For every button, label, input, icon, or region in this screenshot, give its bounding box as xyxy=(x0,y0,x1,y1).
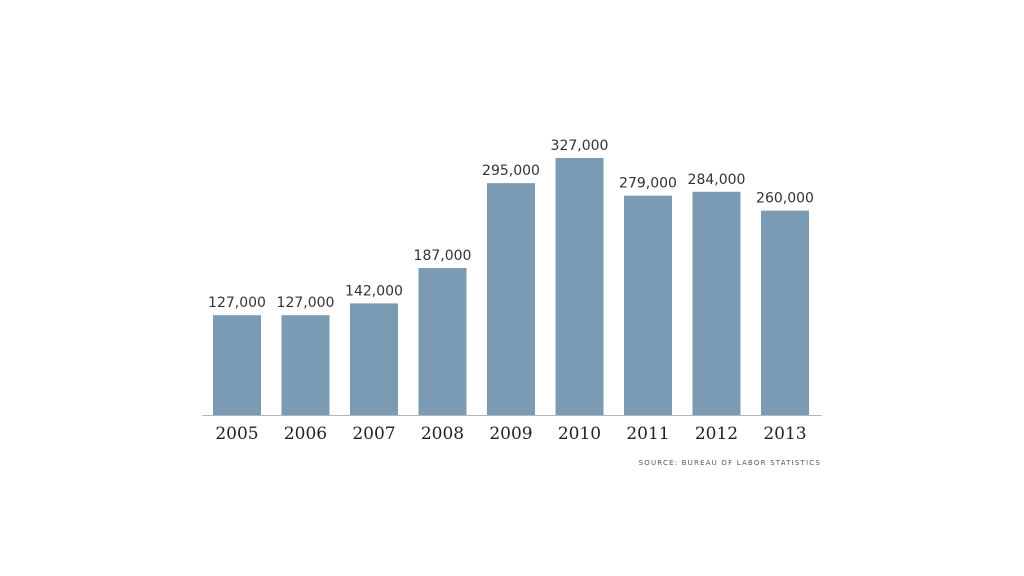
year-label-2013: 2013 xyxy=(763,424,806,444)
value-label-2011: 279,000 xyxy=(619,176,677,192)
value-label-2008: 187,000 xyxy=(414,248,472,264)
bar-2009 xyxy=(487,183,535,415)
value-label-2009: 295,000 xyxy=(482,163,540,179)
year-label-2011: 2011 xyxy=(626,424,669,444)
bar-2006 xyxy=(281,315,330,415)
year-label-2007: 2007 xyxy=(352,424,395,444)
year-label-2008: 2008 xyxy=(421,424,464,444)
bar-2013 xyxy=(761,210,809,415)
bar-2012 xyxy=(692,191,741,415)
bar-2008 xyxy=(418,268,467,415)
value-label-2010: 327,000 xyxy=(551,138,609,154)
value-label-2007: 142,000 xyxy=(345,283,403,299)
year-labels-group: 2005 2006 2007 2008 2009 2010 2011 2012 2013 xyxy=(215,424,806,444)
source-note: SOURCE: BUREAU OF LABOR STATISTICS xyxy=(639,459,821,467)
value-label-2005: 127,000 xyxy=(208,295,266,311)
year-label-2009: 2009 xyxy=(489,424,532,444)
year-label-2012: 2012 xyxy=(695,424,738,444)
year-label-2010: 2010 xyxy=(558,424,601,444)
bar-2010 xyxy=(555,158,604,415)
year-label-2005: 2005 xyxy=(215,424,258,444)
value-label-2012: 284,000 xyxy=(688,172,746,188)
bars-group xyxy=(213,158,809,415)
value-label-2013: 260,000 xyxy=(756,191,814,207)
bar-2007 xyxy=(350,303,398,415)
bar-2011 xyxy=(624,195,672,415)
value-labels-group: 127,000 127,000 142,000 187,000 295,000 327,0… xyxy=(208,138,814,311)
year-label-2006: 2006 xyxy=(284,424,327,444)
bar-2005 xyxy=(213,315,261,415)
value-label-2006: 127,000 xyxy=(277,295,335,311)
